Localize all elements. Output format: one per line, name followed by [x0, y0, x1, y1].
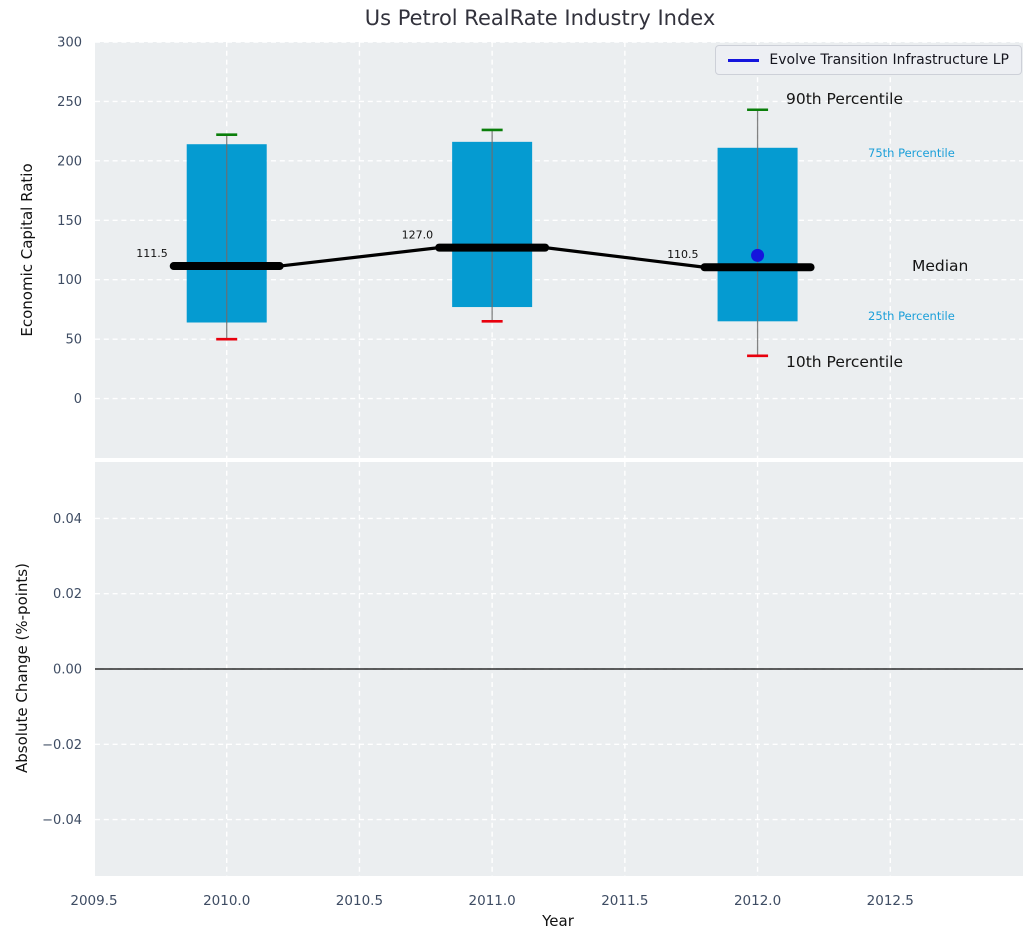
y-tick-label-top: 50: [65, 333, 82, 348]
legend-line-swatch: [728, 58, 760, 62]
median-value-label: 110.5: [667, 248, 699, 261]
tick-labels: 0 50 100 150 200 250 300 0.04 0.02 0.00 −0.02 −0.04…: [42, 36, 914, 910]
y-tick-label-bottom: −0.02: [42, 738, 82, 753]
x-tick-label: 2009.5: [70, 893, 117, 909]
x-tick-label: 2010.5: [336, 893, 383, 909]
x-tick-label: 2010.0: [203, 893, 250, 909]
chart-title: Us Petrol RealRate Industry Index: [364, 6, 716, 30]
legend-label: Evolve Transition Infrastructure LP: [769, 52, 1009, 68]
company-point: [751, 248, 765, 262]
boxplots: 111.5 127.0 110.5: [136, 108, 815, 358]
annotation-median: Median: [912, 257, 969, 275]
median-value-label: 127.0: [402, 229, 434, 242]
y-tick-label-top: 0: [74, 392, 82, 407]
x-tick-label: 2012.5: [867, 893, 914, 909]
y-tick-label-bottom: 0.02: [53, 587, 82, 602]
y-tick-label-top: 300: [57, 36, 82, 51]
top-panel-grid: [95, 42, 1023, 458]
y-axis-label-bottom: Absolute Change (%-points): [13, 563, 31, 773]
y-tick-label-top: 250: [57, 95, 82, 110]
annotation-90th-percentile: 90th Percentile: [786, 90, 904, 108]
y-tick-label-bottom: 0.00: [53, 663, 82, 678]
x-axis-label: Year: [542, 912, 574, 930]
median-value-label: 111.5: [136, 247, 168, 260]
median-connector: [279, 246, 440, 268]
annotation-10th-percentile: 10th Percentile: [786, 353, 904, 371]
legend: Evolve Transition Infrastructure LP: [715, 45, 1022, 75]
annotation-25th-percentile: 25th Percentile: [868, 309, 955, 323]
x-tick-label: 2011.5: [601, 893, 648, 909]
y-axis-label-top: Economic Capital Ratio: [18, 163, 36, 337]
x-tick-label: 2012.0: [734, 893, 781, 909]
annotation-75th-percentile: 75th Percentile: [868, 146, 955, 160]
x-tick-label: 2011.0: [469, 893, 516, 909]
y-tick-label-top: 100: [57, 273, 82, 288]
y-tick-label-bottom: −0.04: [42, 813, 82, 828]
y-tick-label-bottom: 0.04: [53, 512, 82, 527]
y-tick-label-top: 150: [57, 214, 82, 229]
median-connector: [544, 246, 705, 269]
y-tick-label-top: 200: [57, 154, 82, 169]
